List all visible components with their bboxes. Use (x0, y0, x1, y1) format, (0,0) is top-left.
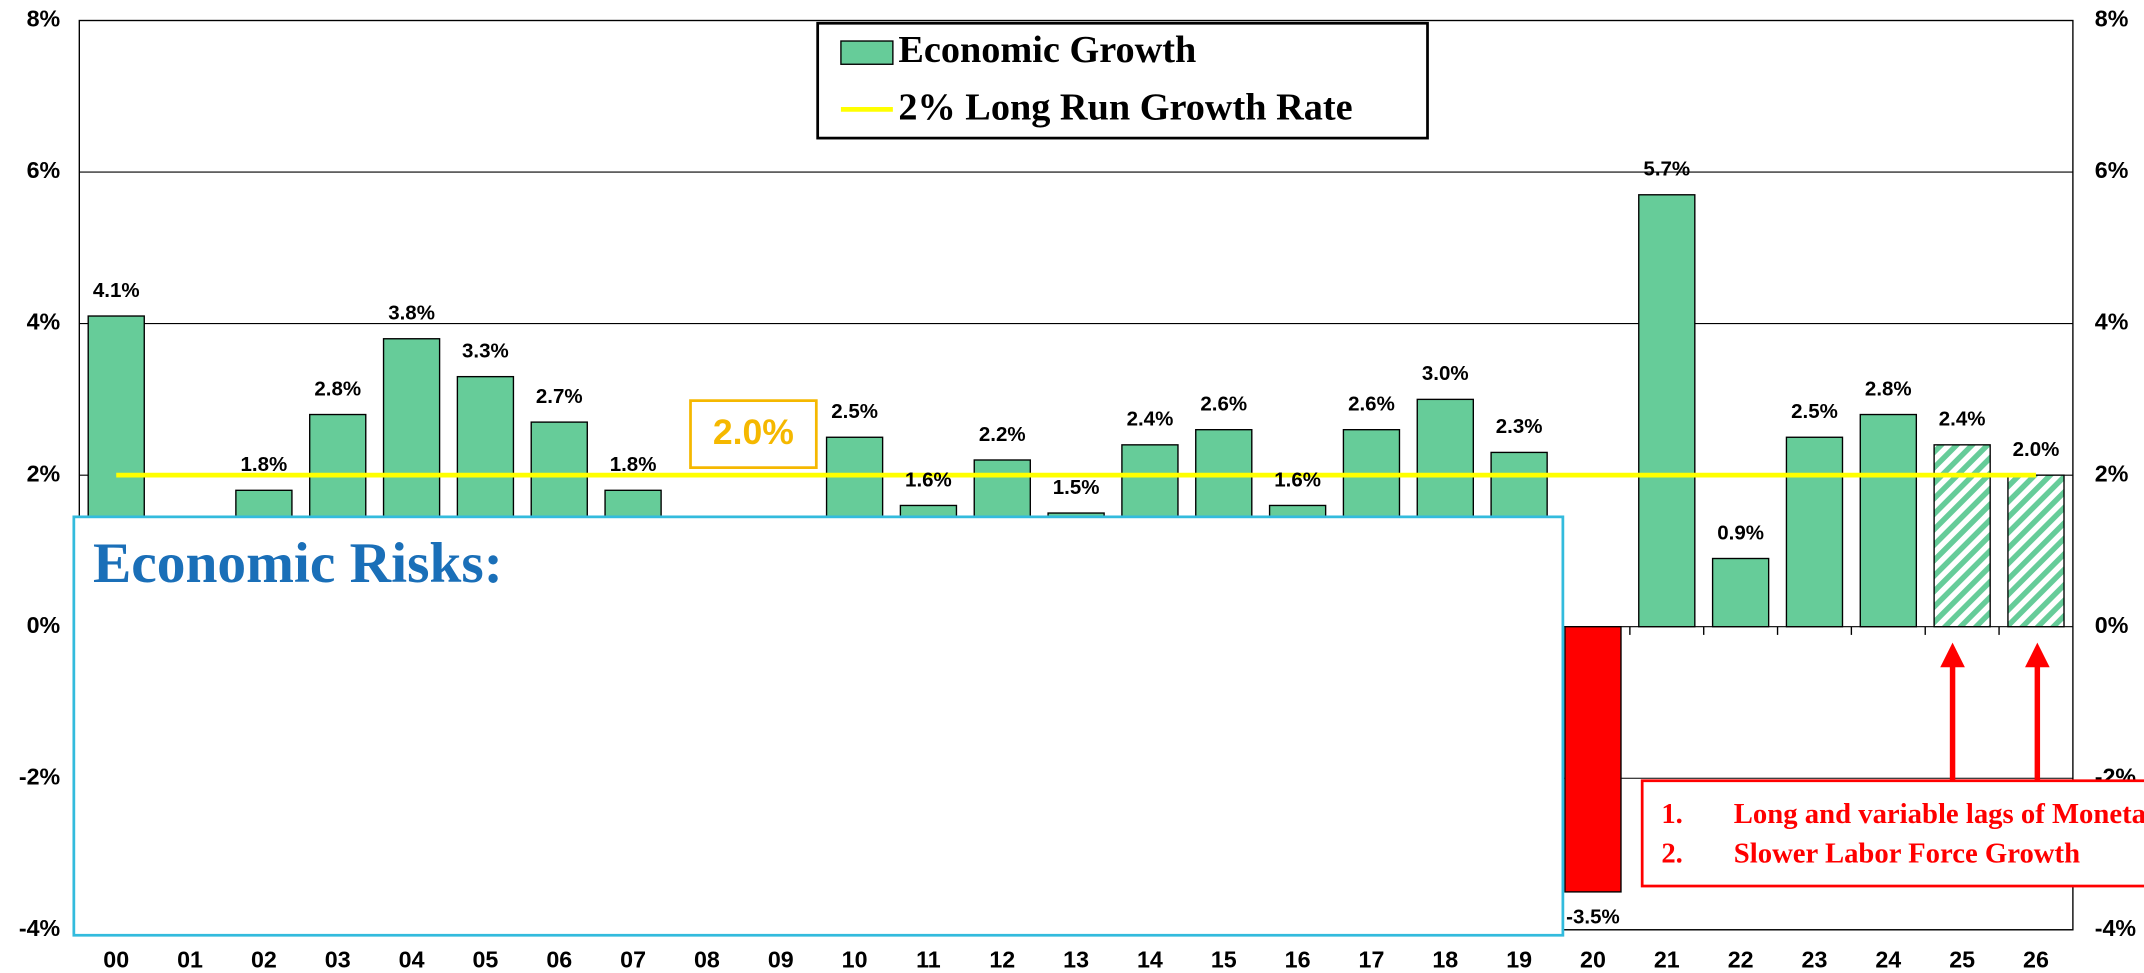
arrow-head (2025, 642, 2050, 668)
x-tick-label: 09 (768, 946, 794, 972)
x-tick-label: 14 (1137, 946, 1163, 972)
y2-tick-label: 4% (2095, 309, 2129, 335)
value-label: 3.0% (1422, 362, 1469, 385)
value-label: 2.7% (536, 385, 583, 408)
x-tick-label: 18 (1432, 946, 1458, 972)
value-label: 2.6% (1348, 392, 1395, 415)
y-tick-label: 4% (27, 309, 61, 335)
legend-box (816, 21, 1429, 140)
value-label: 2.8% (1865, 377, 1912, 400)
bar (1638, 194, 1696, 628)
y2-tick-label: 6% (2095, 157, 2129, 183)
x-tick-label: 23 (1802, 946, 1828, 972)
x-tick-label: 17 (1359, 946, 1385, 972)
value-label: 1.8% (241, 453, 288, 476)
x-tick-label: 01 (177, 946, 203, 972)
value-label: 2.8% (314, 377, 361, 400)
value-label: 2.4% (1127, 408, 1174, 431)
value-label: 1.6% (905, 468, 952, 491)
y-tick-label: -4% (19, 915, 61, 941)
legend-label: 2% Long Run Growth Rate (898, 87, 1352, 129)
value-label: 2.5% (831, 400, 878, 423)
y-tick-label: 0% (27, 612, 61, 638)
x-tick-label: 21 (1654, 946, 1680, 972)
bar (1785, 436, 1844, 628)
x-tick-label: 12 (989, 946, 1015, 972)
value-label: 2.0% (2013, 438, 2060, 461)
bar (1711, 557, 1770, 628)
value-label: 1.6% (1274, 468, 1321, 491)
y2-tick-label: 2% (2095, 460, 2129, 486)
legend-label: Economic Growth (898, 29, 1196, 71)
value-label: 2.4% (1939, 408, 1986, 431)
x-tick-label: 00 (103, 946, 129, 972)
annotation-box (689, 399, 818, 469)
x-tick-label: 24 (1875, 946, 1901, 972)
bar (1859, 413, 1918, 628)
risk-box (72, 515, 1565, 937)
value-label: 4.1% (93, 279, 140, 302)
x-tick-label: 10 (842, 946, 868, 972)
x-tick-label: 19 (1506, 946, 1532, 972)
x-tick-label: 04 (399, 946, 425, 972)
list-text: Slower Labor Force Growth (1734, 838, 2080, 870)
x-tick-label: 16 (1285, 946, 1311, 972)
value-label: 2.5% (1791, 400, 1838, 423)
x-tick-label: 13 (1063, 946, 1089, 972)
x-tick-label: 03 (325, 946, 351, 972)
x-tick-label: 11 (916, 946, 941, 972)
x-tick-label: 05 (472, 946, 498, 972)
value-label: 5.7% (1643, 158, 1690, 181)
value-label: 3.3% (462, 339, 509, 362)
bar (1933, 444, 1991, 628)
value-label: 3.8% (388, 302, 435, 325)
x-tick-label: 08 (694, 946, 720, 972)
arrow-head (1940, 642, 1965, 668)
value-label: 1.5% (1053, 476, 1100, 499)
x-tick-label: 25 (1949, 946, 1975, 972)
y2-tick-label: 0% (2095, 612, 2129, 638)
value-label: -3.5% (1566, 905, 1620, 928)
value-label: 2.2% (979, 423, 1026, 446)
y2-tick-label: -4% (2095, 915, 2137, 941)
legend-swatch (840, 40, 894, 65)
x-tick-label: 15 (1211, 946, 1237, 972)
risk-title: Economic Risks: (93, 532, 503, 595)
y-tick-label: -2% (19, 763, 61, 789)
value-label: 0.9% (1717, 521, 1764, 544)
y-tick-label: 2% (27, 460, 61, 486)
x-tick-label: 26 (2023, 946, 2049, 972)
list-text: Long and variable lags of Monetary Polic… (1734, 798, 2144, 830)
bar (2007, 474, 2065, 628)
y-tick-label: 8% (27, 6, 61, 32)
x-tick-label: 06 (546, 946, 572, 972)
x-tick-label: 22 (1728, 946, 1754, 972)
list-number: 2. (1661, 838, 1683, 870)
x-tick-label: 20 (1580, 946, 1606, 972)
value-label: 2.6% (1200, 392, 1247, 415)
x-tick-label: 02 (251, 946, 277, 972)
annotation: 2.0% (713, 412, 794, 452)
risk-list-box (1640, 779, 2144, 888)
y-tick-label: 6% (27, 157, 61, 183)
x-tick-label: 07 (620, 946, 646, 972)
bar (1564, 626, 1622, 893)
value-label: 1.8% (610, 453, 657, 476)
y2-tick-label: 8% (2095, 6, 2129, 32)
value-label: 2.3% (1496, 415, 1543, 438)
list-number: 1. (1661, 798, 1683, 830)
